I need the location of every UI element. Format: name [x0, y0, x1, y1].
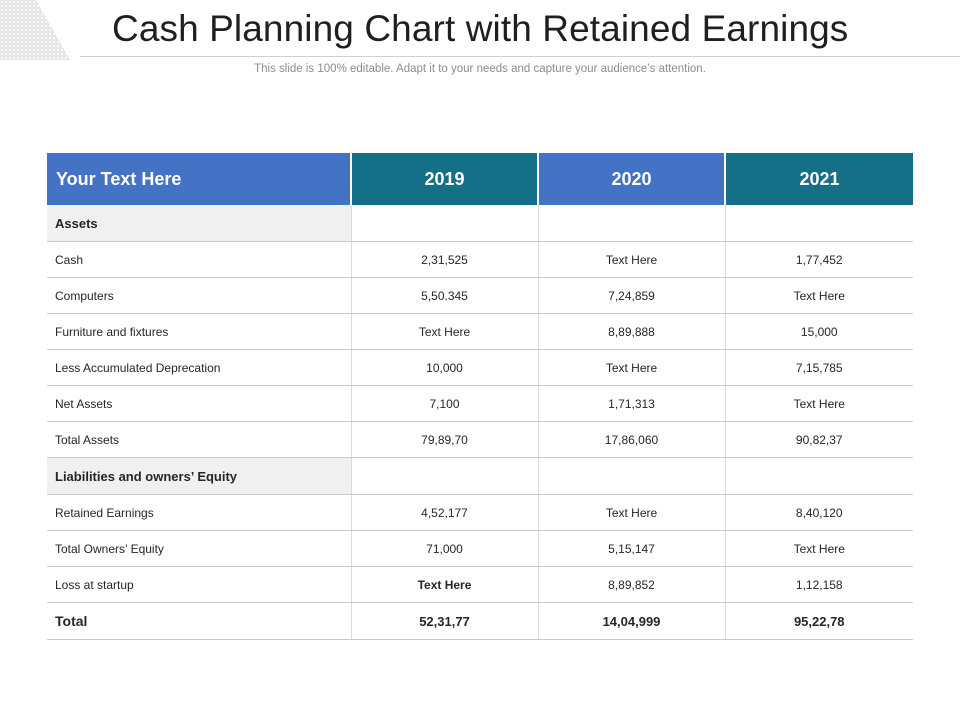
section-row-liabilities: Liabilities and owners’ Equity: [47, 457, 913, 495]
value-2019: 71,000: [351, 530, 539, 567]
section-title: Liabilities and owners’ Equity: [47, 457, 352, 495]
empty-cell: [351, 457, 539, 495]
value-2019: 7,100: [351, 385, 539, 422]
value-2020: 5,15,147: [538, 530, 726, 567]
empty-cell: [538, 457, 726, 495]
cash-planning-table: Your Text Here 2019 2020 2021 Assets Cas…: [47, 153, 913, 640]
value-2019: Text Here: [351, 566, 539, 603]
row-label: Cash: [47, 241, 352, 278]
empty-cell: [538, 205, 726, 242]
value-2019: 79,89,70: [351, 421, 539, 458]
value-2019: 5,50.345: [351, 277, 539, 314]
row-label: Total Assets: [47, 421, 352, 458]
empty-cell: [351, 205, 539, 242]
empty-cell: [725, 457, 913, 495]
value-2019: 4,52,177: [351, 494, 539, 531]
value-2020: 17,86,060: [538, 421, 726, 458]
value-2020: 8,89,852: [538, 566, 726, 603]
value-2019: Text Here: [351, 313, 539, 350]
header-2021: 2021: [725, 153, 913, 205]
table-row: Retained Earnings 4,52,177 Text Here 8,4…: [47, 494, 913, 531]
value-2021: Text Here: [725, 530, 913, 567]
table-row: Computers 5,50.345 7,24,859 Text Here: [47, 277, 913, 314]
value-2021: 15,000: [725, 313, 913, 350]
table-row: Net Assets 7,100 1,71,313 Text Here: [47, 385, 913, 422]
table-row: Cash 2,31,525 Text Here 1,77,452: [47, 241, 913, 278]
value-2020: Text Here: [538, 349, 726, 386]
table-row: Less Accumulated Deprecation 10,000 Text…: [47, 349, 913, 386]
table-row: Total Assets 79,89,70 17,86,060 90,82,37: [47, 421, 913, 458]
value-2020: 1,71,313: [538, 385, 726, 422]
row-label: Furniture and fixtures: [47, 313, 352, 350]
value-2021: 90,82,37: [725, 421, 913, 458]
row-label: Net Assets: [47, 385, 352, 422]
value-2021: 8,40,120: [725, 494, 913, 531]
title-divider: [80, 56, 960, 57]
value-2020: Text Here: [538, 241, 726, 278]
total-2019: 52,31,77: [351, 602, 539, 640]
value-2020: 8,89,888: [538, 313, 726, 350]
empty-cell: [725, 205, 913, 242]
row-label: Less Accumulated Deprecation: [47, 349, 352, 386]
header-2020: 2020: [538, 153, 726, 205]
value-2020: Text Here: [538, 494, 726, 531]
section-row-assets: Assets: [47, 205, 913, 242]
header-2019: 2019: [351, 153, 539, 205]
header-label: Your Text Here: [47, 153, 352, 205]
value-2021: 1,12,158: [725, 566, 913, 603]
slide-title: Cash Planning Chart with Retained Earnin…: [112, 8, 849, 49]
value-2020: 7,24,859: [538, 277, 726, 314]
value-2021: 1,77,452: [725, 241, 913, 278]
table-row: Loss at startup Text Here 8,89,852 1,12,…: [47, 566, 913, 603]
corner-decoration: [0, 0, 70, 60]
total-label: Total: [47, 602, 352, 640]
value-2019: 10,000: [351, 349, 539, 386]
row-label: Total Owners’ Equity: [47, 530, 352, 567]
value-2021: Text Here: [725, 277, 913, 314]
table-row: Furniture and fixtures Text Here 8,89,88…: [47, 313, 913, 350]
value-2019: 2,31,525: [351, 241, 539, 278]
slide-subtitle: This slide is 100% editable. Adapt it to…: [254, 63, 706, 75]
total-2021: 95,22,78: [725, 602, 913, 640]
table-header-row: Your Text Here 2019 2020 2021: [47, 153, 913, 205]
value-2021: 7,15,785: [725, 349, 913, 386]
total-row: Total 52,31,77 14,04,999 95,22,78: [47, 602, 913, 640]
row-label: Computers: [47, 277, 352, 314]
row-label: Loss at startup: [47, 566, 352, 603]
section-title: Assets: [47, 205, 352, 242]
table-row: Total Owners’ Equity 71,000 5,15,147 Tex…: [47, 530, 913, 567]
total-2020: 14,04,999: [538, 602, 726, 640]
value-2021: Text Here: [725, 385, 913, 422]
row-label: Retained Earnings: [47, 494, 352, 531]
